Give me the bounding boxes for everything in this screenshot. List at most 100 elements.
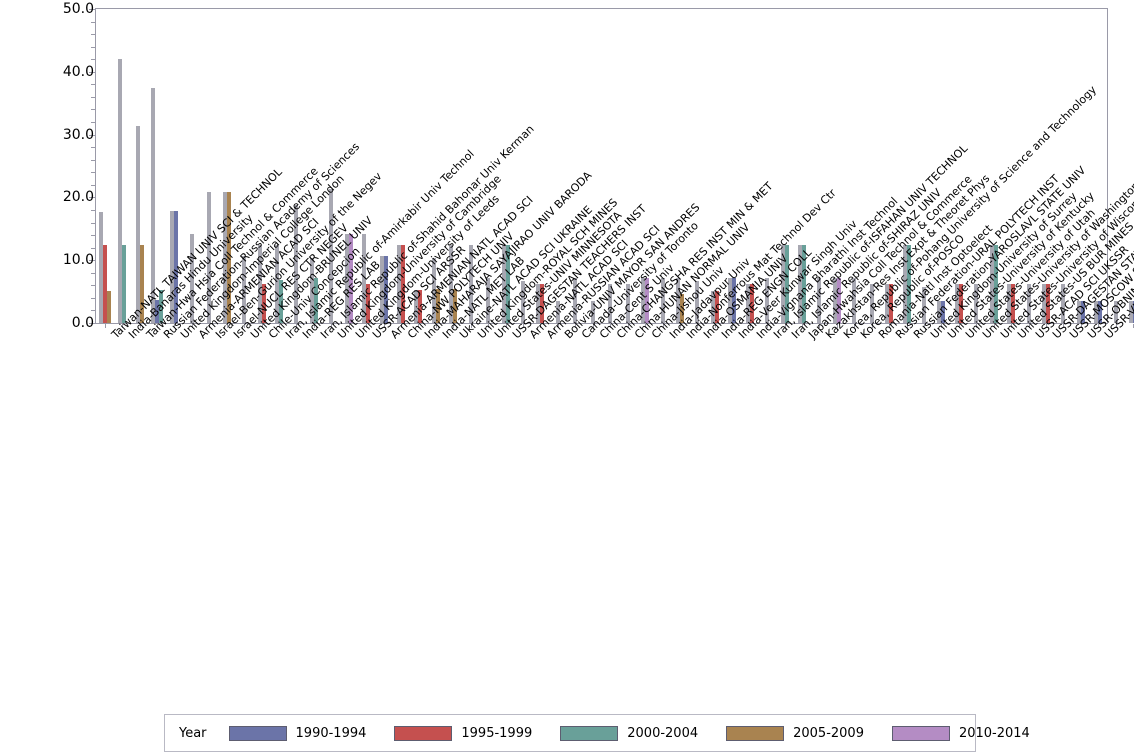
y-tick-minor <box>91 21 95 23</box>
bar <box>1129 301 1134 323</box>
x-tick-mark <box>314 324 315 328</box>
x-tick-mark <box>157 324 158 328</box>
bar <box>941 301 946 323</box>
x-tick-mark <box>140 324 141 328</box>
bar <box>170 211 175 323</box>
bar <box>362 234 367 323</box>
bar <box>889 284 894 323</box>
x-tick-mark <box>732 324 733 328</box>
bar <box>608 284 613 323</box>
legend-label: 1995-1999 <box>461 725 533 741</box>
x-tick-mark <box>471 324 472 328</box>
bar <box>174 211 179 323</box>
bar <box>418 289 423 323</box>
bar <box>118 59 123 323</box>
y-tick-mark <box>89 71 95 73</box>
y-tick-label: 0.0 <box>71 315 94 331</box>
legend-swatch <box>726 725 785 741</box>
bar <box>836 278 841 323</box>
x-tick-mark <box>976 324 977 328</box>
legend-item[interactable]: 1990-1994 <box>228 725 367 741</box>
y-tick-minor <box>91 34 95 36</box>
x-tick-mark <box>540 324 541 328</box>
y-tick-mark <box>89 323 95 324</box>
bar <box>832 278 837 323</box>
x-tick-mark <box>523 324 524 328</box>
bar <box>207 191 212 323</box>
legend-item[interactable]: 2000-2004 <box>560 725 699 741</box>
y-tick-minor <box>91 209 95 211</box>
bar <box>590 301 595 323</box>
x-tick-mark <box>296 324 297 328</box>
bar <box>1061 284 1066 323</box>
y-tick-minor <box>91 285 95 287</box>
x-tick-mark <box>418 324 419 328</box>
x-tick-mark <box>227 324 228 328</box>
legend-label: 1990-1994 <box>295 725 367 741</box>
y-tick-minor <box>91 147 95 149</box>
y-tick-mark <box>89 134 95 136</box>
y-tick-label: 40.0 <box>62 63 94 80</box>
x-tick-mark <box>331 324 332 328</box>
legend-item[interactable]: 1995-1999 <box>394 725 533 741</box>
x-tick-mark <box>366 324 367 328</box>
x-tick-mark <box>174 324 175 328</box>
bar <box>679 294 684 323</box>
x-tick-mark <box>994 324 995 328</box>
y-tick-minor <box>91 96 95 98</box>
bar <box>906 245 911 323</box>
bar <box>817 278 822 323</box>
y-tick-minor <box>91 235 95 237</box>
x-tick-mark <box>1029 324 1030 328</box>
y-tick-mark <box>89 197 95 199</box>
x-tick-mark <box>384 324 385 328</box>
y-tick-minor <box>91 272 95 274</box>
x-tick-mark <box>401 324 402 328</box>
x-tick-mark <box>1011 324 1012 328</box>
x-tick-mark <box>1116 324 1117 328</box>
bar <box>505 245 510 323</box>
legend-title: Year <box>179 725 207 741</box>
y-tick-minor <box>91 46 95 48</box>
x-tick-mark <box>959 324 960 328</box>
bar <box>1076 301 1081 323</box>
bar <box>780 245 785 323</box>
bar <box>1080 301 1085 323</box>
bar <box>573 278 578 323</box>
bar <box>279 279 284 323</box>
bar <box>921 287 926 323</box>
legend-label: 2005-2009 <box>793 725 864 741</box>
bar <box>958 284 963 323</box>
bar <box>383 256 388 323</box>
bar <box>954 284 959 323</box>
x-tick-mark <box>262 324 263 328</box>
bar <box>974 284 979 323</box>
y-tick-mark <box>89 260 95 262</box>
bar <box>257 245 262 323</box>
bar <box>555 301 560 323</box>
bar <box>344 234 349 323</box>
bar <box>242 256 247 323</box>
x-tick-mark <box>697 324 698 328</box>
plot-area <box>95 8 1108 324</box>
legend-item[interactable]: 2005-2009 <box>726 725 864 741</box>
bar <box>449 245 454 323</box>
bar <box>645 278 650 323</box>
x-tick-mark <box>1098 324 1099 328</box>
bar <box>765 278 770 323</box>
legend-swatch <box>394 725 453 741</box>
bar <box>329 188 334 323</box>
bar <box>641 278 646 323</box>
bar <box>695 280 700 323</box>
bar <box>1113 301 1118 323</box>
bar <box>521 280 526 323</box>
x-tick-mark <box>105 324 106 328</box>
x-tick-mark <box>209 324 210 328</box>
legend-label: 2000-2004 <box>627 725 699 741</box>
legend-item[interactable]: 2010-2014 <box>891 725 1030 741</box>
x-tick-mark <box>663 324 664 328</box>
x-tick-mark <box>1063 324 1064 328</box>
x-tick-mark <box>192 324 193 328</box>
bar <box>540 284 545 323</box>
bar <box>989 245 994 323</box>
